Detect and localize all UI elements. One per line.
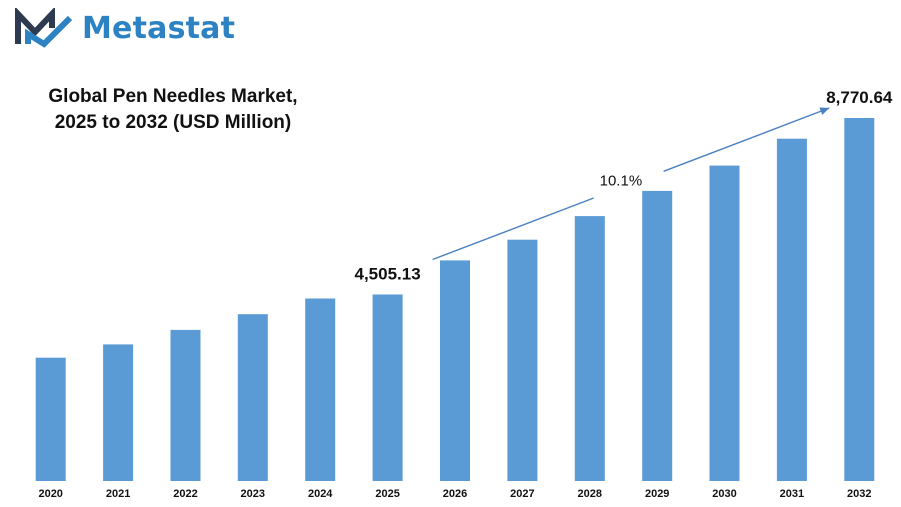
chart-title-line-1: Global Pen Needles Market, bbox=[48, 86, 298, 107]
x-axis-ticks: 2020 2021 2022 2023 2024 2025 2026 2027 2028 2029… bbox=[38, 488, 871, 500]
bar-2029 bbox=[642, 190, 673, 481]
cagr-arrow-head bbox=[819, 107, 830, 115]
brand-name: Metastat bbox=[82, 10, 236, 46]
metastat-logo-icon bbox=[15, 8, 73, 48]
x-tick-2024: 2024 bbox=[308, 488, 333, 500]
x-tick-2029: 2029 bbox=[645, 488, 669, 500]
chart-title-line-2: 2025 to 2032 (USD Million) bbox=[54, 112, 292, 133]
x-tick-2031: 2031 bbox=[780, 488, 804, 500]
cagr-arrow-line-end bbox=[663, 107, 830, 172]
x-tick-2020: 2020 bbox=[38, 488, 62, 500]
x-tick-2022: 2022 bbox=[173, 488, 197, 500]
x-tick-2023: 2023 bbox=[241, 488, 265, 500]
cagr-label: 10.1% bbox=[600, 173, 643, 190]
bar-2024 bbox=[305, 298, 336, 481]
bar-2021 bbox=[103, 344, 134, 481]
bar-2025 bbox=[372, 294, 403, 481]
x-tick-2030: 2030 bbox=[712, 488, 736, 500]
x-tick-2032: 2032 bbox=[847, 488, 871, 500]
bar-2031 bbox=[776, 138, 807, 481]
bar-2020 bbox=[35, 357, 66, 481]
bar-2023 bbox=[237, 314, 268, 481]
bar-2028 bbox=[574, 216, 605, 481]
data-labels: 4,505.13 8,770.64 bbox=[355, 88, 893, 284]
x-tick-2028: 2028 bbox=[578, 488, 602, 500]
x-tick-2027: 2027 bbox=[510, 488, 534, 500]
cagr-arrow-line-start bbox=[432, 197, 594, 261]
bar-2030 bbox=[709, 165, 740, 481]
bar-2026 bbox=[440, 260, 470, 481]
cagr-annotation: 10.1% bbox=[432, 107, 830, 261]
bar-2022 bbox=[170, 329, 201, 481]
brand-logo: Metastat bbox=[14, 6, 235, 50]
x-tick-2021: 2021 bbox=[106, 488, 130, 500]
data-label-2032: 8,770.64 bbox=[826, 88, 893, 107]
data-label-2025: 4,505.13 bbox=[355, 265, 421, 284]
bar-2027 bbox=[507, 239, 538, 481]
bar-2032 bbox=[844, 118, 875, 481]
chart-title: Global Pen Needles Market, 2025 to 2032 … bbox=[18, 84, 328, 136]
x-tick-2026: 2026 bbox=[443, 488, 467, 500]
x-tick-2025: 2025 bbox=[375, 488, 399, 500]
bars-group bbox=[35, 118, 875, 481]
